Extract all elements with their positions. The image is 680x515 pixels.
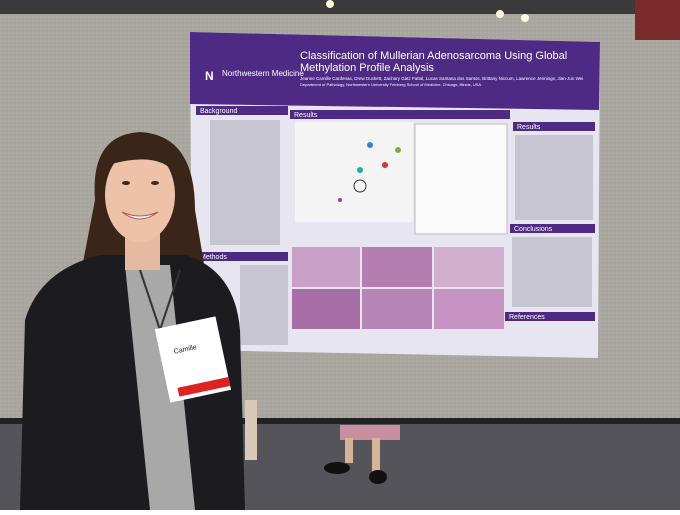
- section-heading: Methods: [200, 254, 227, 261]
- bystander-leg: [345, 438, 353, 463]
- eye: [122, 181, 130, 185]
- histology-image: [292, 247, 360, 287]
- poster-header: [190, 32, 600, 110]
- hair-front: [108, 134, 176, 175]
- histology-image: [434, 289, 504, 329]
- poster-title: Classification of Mullerian Adenosarcoma…: [300, 50, 568, 74]
- shirt: [125, 265, 195, 510]
- section-heading: Results: [294, 112, 318, 119]
- histology-image: [292, 289, 360, 329]
- section-heading: Results: [517, 124, 541, 131]
- bystander-shoe: [324, 462, 350, 474]
- histology-image: [362, 289, 432, 329]
- bystander-shoe: [369, 470, 387, 484]
- logo: Northwestern Medicine: [222, 69, 304, 78]
- eye: [151, 181, 159, 185]
- ceiling-light: [521, 14, 529, 22]
- section-bar: [510, 224, 595, 233]
- histology-image: [434, 247, 504, 287]
- ceiling-light: [326, 0, 334, 8]
- figure-points: [338, 142, 401, 202]
- section-bar: [290, 110, 510, 119]
- figure-tsne: [295, 122, 413, 222]
- section-bar: [505, 312, 595, 321]
- logo-mark: N: [205, 69, 214, 83]
- board-base: [0, 418, 680, 424]
- section-heading: Background: [200, 108, 237, 115]
- face: [105, 148, 175, 242]
- bystander-leg: [245, 400, 257, 460]
- section-bar: [196, 106, 288, 115]
- section-bar: [196, 252, 288, 261]
- header-text: Classification of Mullerian Adenosarcoma…: [300, 50, 584, 87]
- section-bar: [513, 122, 595, 131]
- bystander-dress: [340, 425, 400, 440]
- smile: [121, 211, 159, 220]
- poster-affiliation: Department of Pathology, Northwestern Un…: [300, 82, 482, 87]
- sign: [635, 0, 680, 40]
- section-heading: References: [509, 314, 545, 321]
- figure-table: [414, 123, 508, 235]
- badge-ribbon: [177, 377, 231, 397]
- bystander-leg: [372, 438, 380, 473]
- poster-authors: Jeanne Camille Cardenas, Drew Duckett, Z…: [300, 76, 584, 81]
- section-heading: Conclusions: [514, 226, 553, 233]
- board-frame: [0, 0, 680, 14]
- ceiling-light: [496, 10, 504, 18]
- blazer: [20, 255, 245, 510]
- text-lines: [210, 120, 593, 345]
- histology-image: [362, 247, 432, 287]
- badge-name: Camille: [173, 344, 197, 356]
